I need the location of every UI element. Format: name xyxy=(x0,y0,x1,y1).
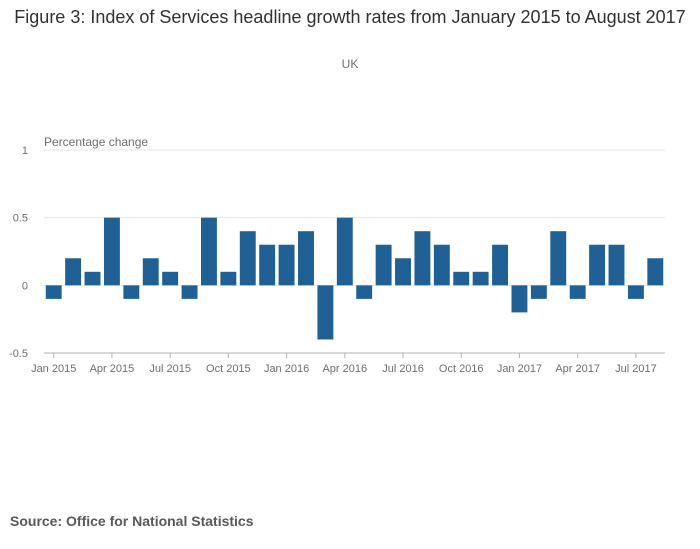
bar[interactable] xyxy=(395,258,411,286)
y-tick-label: 0 xyxy=(22,280,28,292)
bar[interactable] xyxy=(278,244,295,286)
bars xyxy=(45,217,664,340)
bar[interactable] xyxy=(298,231,314,286)
bar[interactable] xyxy=(142,258,159,286)
bar[interactable] xyxy=(317,285,334,340)
bar[interactable] xyxy=(414,231,431,286)
y-axis-label: Percentage change xyxy=(44,135,148,149)
bar[interactable] xyxy=(65,258,82,286)
bar[interactable] xyxy=(492,244,509,286)
bar[interactable] xyxy=(45,285,62,299)
bar[interactable] xyxy=(627,285,644,299)
x-tick-label: Jul 2017 xyxy=(615,363,657,375)
chart-subtitle: UK xyxy=(341,57,359,71)
x-tick-label: Jan 2016 xyxy=(264,363,309,375)
bar[interactable] xyxy=(511,285,528,313)
bar[interactable] xyxy=(336,217,353,286)
bar[interactable] xyxy=(103,217,120,286)
chart-title: Figure 3: Index of Services headline gro… xyxy=(14,7,686,27)
x-tick-label: Jul 2015 xyxy=(149,363,191,375)
bar[interactable] xyxy=(647,258,664,286)
x-tick-label: Apr 2016 xyxy=(322,363,367,375)
bar[interactable] xyxy=(433,244,450,286)
bar[interactable] xyxy=(453,271,470,286)
x-tick-label: Apr 2017 xyxy=(555,363,600,375)
bar[interactable] xyxy=(589,244,606,286)
bar[interactable] xyxy=(608,244,625,286)
bar[interactable] xyxy=(569,285,586,299)
x-tick-label: Oct 2015 xyxy=(206,363,251,375)
bar[interactable] xyxy=(259,244,276,286)
bar[interactable] xyxy=(220,271,237,286)
y-tick-label: 1 xyxy=(22,145,28,157)
bar[interactable] xyxy=(181,285,198,299)
bar[interactable] xyxy=(356,285,373,299)
x-tick-label: Jul 2016 xyxy=(382,363,424,375)
bar[interactable] xyxy=(162,271,179,286)
y-tick-label: -0.5 xyxy=(9,348,28,360)
bar[interactable] xyxy=(200,217,217,286)
bar[interactable] xyxy=(375,244,392,286)
gridlines xyxy=(44,149,665,286)
bar[interactable] xyxy=(123,285,140,299)
bar[interactable] xyxy=(84,271,101,286)
bar[interactable] xyxy=(550,231,567,286)
x-tick-label: Jan 2017 xyxy=(497,363,542,375)
bar[interactable] xyxy=(472,271,489,286)
x-tick-label: Oct 2016 xyxy=(439,363,484,375)
bar[interactable] xyxy=(239,231,256,286)
y-axis-ticks: -0.5 0 0.5 1 xyxy=(9,145,28,360)
x-tick-label: Apr 2015 xyxy=(90,363,135,375)
y-tick-label: 0.5 xyxy=(13,213,28,225)
x-axis-ticks: Jan 2015 Apr 2015 Jul 2015 Oct 2015 Jan 2016… xyxy=(31,353,657,375)
source-note: Source: Office for National Statistics xyxy=(10,513,254,529)
bar[interactable] xyxy=(530,285,547,299)
x-tick-label: Jan 2015 xyxy=(31,363,76,375)
